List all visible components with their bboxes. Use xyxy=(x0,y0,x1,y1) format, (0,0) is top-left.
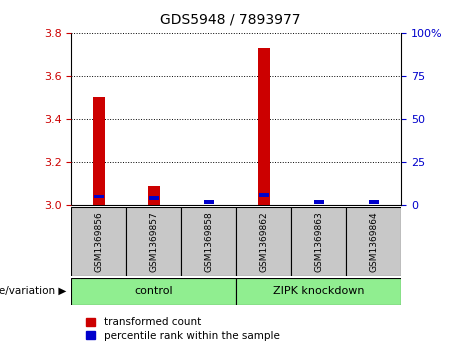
Bar xyxy=(236,207,291,276)
Bar xyxy=(314,200,324,204)
Text: GSM1369856: GSM1369856 xyxy=(95,211,103,272)
Bar xyxy=(346,207,401,276)
Bar xyxy=(94,195,104,198)
Bar xyxy=(259,193,269,197)
Text: GSM1369862: GSM1369862 xyxy=(259,211,268,272)
Text: GSM1369857: GSM1369857 xyxy=(149,211,159,272)
Bar xyxy=(71,278,236,305)
Bar xyxy=(148,186,160,205)
Text: genotype/variation ▶: genotype/variation ▶ xyxy=(0,286,67,296)
Legend: transformed count, percentile rank within the sample: transformed count, percentile rank withi… xyxy=(86,317,279,340)
Text: GSM1369864: GSM1369864 xyxy=(369,211,378,272)
Bar xyxy=(93,97,105,205)
Bar xyxy=(291,207,346,276)
Bar xyxy=(258,48,270,205)
Bar xyxy=(181,207,236,276)
Bar xyxy=(369,200,378,204)
Bar xyxy=(204,200,214,204)
Text: ZIPK knockdown: ZIPK knockdown xyxy=(273,286,364,296)
Bar xyxy=(236,278,401,305)
Text: GDS5948 / 7893977: GDS5948 / 7893977 xyxy=(160,13,301,27)
Bar xyxy=(126,207,181,276)
Bar xyxy=(149,196,159,200)
Bar xyxy=(71,207,126,276)
Text: GSM1369858: GSM1369858 xyxy=(204,211,213,272)
Text: GSM1369863: GSM1369863 xyxy=(314,211,323,272)
Text: control: control xyxy=(135,286,173,296)
